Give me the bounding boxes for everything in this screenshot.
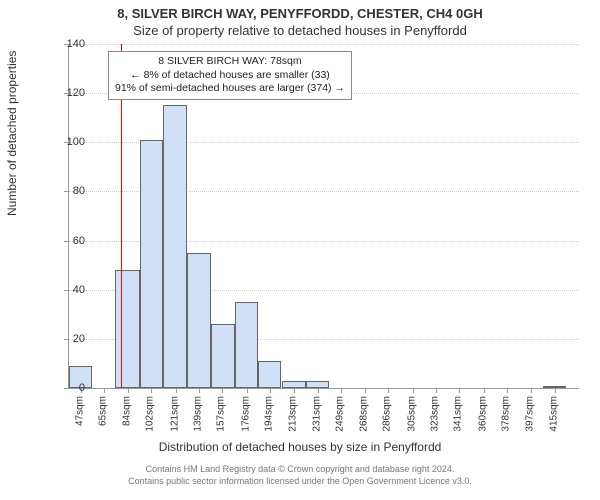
xtick-mark xyxy=(151,388,152,393)
xtick-mark xyxy=(199,388,200,393)
xtick-label: 286sqm xyxy=(382,396,393,432)
xtick-label: 139sqm xyxy=(193,396,204,432)
xtick-mark xyxy=(270,388,271,393)
ytick-label: 60 xyxy=(55,235,85,247)
xtick-label: 102sqm xyxy=(145,396,156,432)
xtick-mark xyxy=(436,388,437,393)
chart-title-sub: Size of property relative to detached ho… xyxy=(0,23,600,38)
chart-title-main: 8, SILVER BIRCH WAY, PENYFFORDD, CHESTER… xyxy=(0,6,600,21)
xtick-label: 47sqm xyxy=(74,396,85,426)
xtick-mark xyxy=(222,388,223,393)
y-axis-label: Number of detached properties xyxy=(5,51,19,216)
footer-line-2: Contains public sector information licen… xyxy=(0,476,600,488)
gridline xyxy=(69,44,579,45)
xtick-label: 415sqm xyxy=(548,396,559,432)
xtick-mark xyxy=(176,388,177,393)
xtick-mark xyxy=(294,388,295,393)
ytick-label: 80 xyxy=(55,185,85,197)
histogram-bar xyxy=(258,361,281,388)
histogram-bar xyxy=(306,381,329,388)
xtick-mark xyxy=(104,388,105,393)
xtick-mark xyxy=(555,388,556,393)
annotation-box: 8 SILVER BIRCH WAY: 78sqm ← 8% of detach… xyxy=(108,51,352,100)
histogram-bar xyxy=(187,253,210,388)
xtick-label: 176sqm xyxy=(240,396,251,432)
xtick-label: 84sqm xyxy=(122,396,133,426)
xtick-label: 213sqm xyxy=(288,396,299,432)
xtick-label: 305sqm xyxy=(406,396,417,432)
xtick-label: 397sqm xyxy=(525,396,536,432)
annotation-line-2: ← 8% of detached houses are smaller (33) xyxy=(115,69,345,83)
annotation-line-3: 91% of semi-detached houses are larger (… xyxy=(115,82,345,96)
xtick-label: 157sqm xyxy=(216,396,227,432)
histogram-bar xyxy=(163,105,187,388)
xtick-label: 231sqm xyxy=(311,396,322,432)
xtick-mark xyxy=(484,388,485,393)
ytick-label: 120 xyxy=(55,87,85,99)
xtick-label: 249sqm xyxy=(334,396,345,432)
ytick-label: 140 xyxy=(55,38,85,50)
histogram-bar xyxy=(211,324,235,388)
xtick-mark xyxy=(459,388,460,393)
xtick-label: 341sqm xyxy=(453,396,464,432)
footer-line-1: Contains HM Land Registry data © Crown c… xyxy=(0,464,600,476)
histogram-bar xyxy=(282,381,306,388)
xtick-mark xyxy=(318,388,319,393)
xtick-label: 378sqm xyxy=(500,396,511,432)
histogram-bar xyxy=(235,302,258,388)
ytick-label: 100 xyxy=(55,136,85,148)
chart-footer: Contains HM Land Registry data © Crown c… xyxy=(0,464,600,487)
ytick-label: 40 xyxy=(55,284,85,296)
histogram-bar xyxy=(140,140,163,388)
histogram-bar xyxy=(115,270,139,388)
xtick-label: 268sqm xyxy=(359,396,370,432)
xtick-mark xyxy=(507,388,508,393)
xtick-mark xyxy=(341,388,342,393)
xtick-mark xyxy=(247,388,248,393)
xtick-label: 65sqm xyxy=(97,396,108,426)
xtick-mark xyxy=(128,388,129,393)
x-axis-label: Distribution of detached houses by size … xyxy=(0,440,600,454)
xtick-mark xyxy=(413,388,414,393)
annotation-line-1: 8 SILVER BIRCH WAY: 78sqm xyxy=(115,55,345,69)
xtick-mark xyxy=(388,388,389,393)
xtick-label: 121sqm xyxy=(169,396,180,432)
xtick-label: 323sqm xyxy=(430,396,441,432)
xtick-mark xyxy=(365,388,366,393)
xtick-mark xyxy=(531,388,532,393)
xtick-label: 194sqm xyxy=(263,396,274,432)
ytick-label: 20 xyxy=(55,333,85,345)
xtick-label: 360sqm xyxy=(477,396,488,432)
ytick-label: 0 xyxy=(55,382,85,394)
